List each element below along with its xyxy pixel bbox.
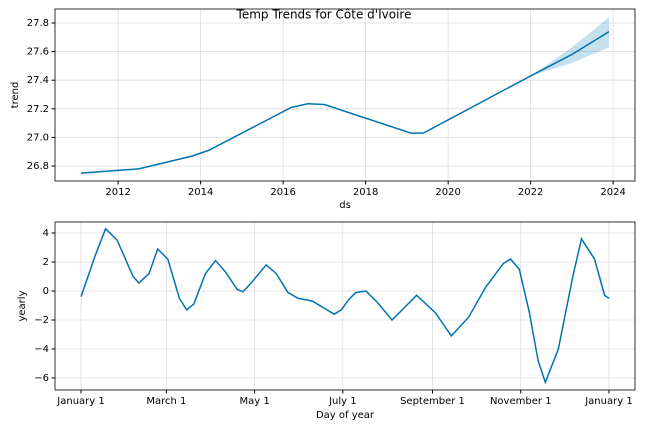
x-tick-label: 2018	[353, 187, 378, 198]
x-tick-label: September 1	[400, 396, 465, 407]
x-tick-label: January 1	[56, 396, 104, 407]
y-tick-label: 4	[43, 228, 49, 239]
y-tick-label: 2	[43, 257, 49, 268]
x-tick-label: March 1	[146, 396, 186, 407]
x-tick-label: November 1	[490, 396, 552, 407]
x-tick-label: 2012	[105, 187, 130, 198]
y-tick-label: 0	[43, 286, 49, 297]
x-tick-label: January 1	[584, 396, 632, 407]
y-tick-label: 27.8	[27, 18, 49, 29]
y-axis-label: yearly	[17, 290, 28, 321]
x-axis-label: ds	[339, 200, 351, 211]
plot-frame	[54, 221, 636, 391]
plot-frame	[54, 8, 636, 182]
y-tick-label: 27.6	[27, 47, 49, 58]
y-tick-label: −4	[34, 344, 49, 355]
trend-line	[80, 227, 610, 385]
chart-title: Temp Trends for Côte d'Ivoire	[236, 8, 412, 22]
y-axis-label: trend	[10, 82, 21, 109]
x-tick-label: 2022	[518, 187, 543, 198]
trend-line	[80, 30, 610, 174]
y-tick-label: 27.0	[27, 132, 49, 143]
y-tick-label: 27.2	[27, 104, 49, 115]
uncertainty-band	[530, 17, 610, 76]
x-tick-label: 2024	[600, 187, 625, 198]
x-axis-label: Day of year	[316, 410, 375, 421]
x-tick-label: May 1	[239, 396, 269, 407]
y-tick-label: 27.4	[27, 75, 49, 86]
x-tick-label: 2014	[188, 187, 213, 198]
x-tick-label: July 1	[328, 396, 357, 407]
y-tick-label: −6	[34, 373, 49, 384]
x-tick-label: 2020	[435, 187, 460, 198]
y-tick-label: −2	[34, 315, 49, 326]
x-tick-label: 2016	[270, 187, 295, 198]
y-tick-label: 26.8	[27, 161, 49, 172]
